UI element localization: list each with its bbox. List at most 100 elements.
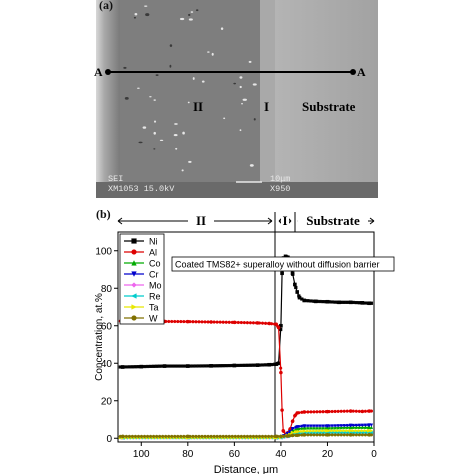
data-point-co [367, 425, 372, 430]
data-point-w [182, 434, 186, 438]
data-point-al [330, 409, 334, 414]
data-point-al [339, 409, 343, 413]
data-point-w [357, 433, 361, 437]
data-point-w [212, 434, 216, 438]
data-point-al [267, 321, 272, 326]
data-point-ni [173, 364, 177, 368]
data-point-al [242, 321, 246, 325]
data-point-w [318, 433, 322, 437]
data-point-w [224, 434, 228, 438]
data-point-w [200, 434, 204, 438]
legend-marker-w [131, 315, 137, 321]
sem-micrograph: (a) A A II I Substrate SEI XM1053 15.0kV… [94, 0, 378, 198]
sem-zone-ii-label: II [193, 99, 203, 114]
line-end-label: A [357, 65, 366, 79]
data-point-ni [133, 365, 138, 369]
data-point-w [120, 434, 125, 439]
data-point-al [318, 410, 322, 414]
data-point-cr [321, 424, 325, 428]
legend-marker-cr [131, 271, 137, 277]
data-point-w [325, 433, 330, 437]
legend-marker-co [131, 260, 137, 266]
data-point-co [333, 425, 337, 430]
data-point-co [360, 425, 365, 429]
data-point-cr [345, 423, 349, 428]
data-point-ta [302, 429, 307, 434]
data-point-ta [367, 428, 372, 433]
data-point-w [239, 434, 243, 438]
data-point-al [176, 319, 180, 324]
data-point-al [260, 321, 265, 325]
data-point-w [227, 434, 231, 438]
data-point-ni [203, 364, 207, 368]
data-point-ni [260, 363, 265, 367]
data-point-al [357, 409, 361, 413]
data-point-ni [294, 285, 298, 290]
data-point-al [306, 410, 310, 414]
data-point-al [345, 409, 349, 413]
sem-particle [153, 99, 156, 101]
data-point-ni [130, 365, 135, 369]
axes: 100 80 60 40 20 0 0 20 40 60 80 100 [95, 246, 377, 460]
data-point-al [197, 320, 201, 324]
data-point-co [315, 426, 319, 430]
data-point-al [312, 410, 316, 414]
sem-particle [239, 85, 242, 89]
data-point-co [321, 426, 325, 430]
data-point-ni [255, 363, 260, 367]
series-ni [118, 254, 374, 369]
bracket-gap-substrate [298, 211, 368, 229]
data-point-w [236, 434, 240, 438]
data-point-ni [142, 364, 147, 369]
data-point-al [315, 410, 319, 414]
data-point-al [239, 320, 243, 325]
data-point-cr [325, 424, 330, 429]
series-layer [118, 254, 374, 440]
data-point-ni [236, 363, 240, 368]
legend-label-ni: Ni [149, 237, 158, 247]
data-point-al [360, 409, 365, 414]
data-point-ta [315, 429, 319, 433]
data-point-ni [290, 271, 295, 276]
data-point-w [336, 433, 340, 437]
legend-label-w: W [149, 314, 158, 324]
data-point-ta [357, 429, 362, 433]
sem-zone-ii [120, 0, 260, 182]
data-point-co [363, 425, 368, 429]
data-point-al [170, 319, 174, 324]
zone-ii-label: II [196, 213, 206, 228]
data-point-co [339, 425, 343, 430]
data-point-cr [336, 424, 340, 428]
data-point-cr [348, 423, 353, 428]
data-point-ta [325, 428, 330, 433]
data-point-ni [209, 364, 213, 368]
data-point-w [270, 434, 274, 438]
data-point-w [127, 434, 132, 438]
data-point-ni [333, 300, 337, 304]
data-point-ta [348, 428, 353, 433]
data-point-ni [176, 364, 180, 368]
data-point-co [354, 425, 359, 429]
chart-title-box [171, 256, 395, 272]
sem-particle [133, 16, 137, 19]
data-point-w [254, 434, 259, 438]
data-point-ta [321, 429, 325, 433]
data-point-ni [200, 364, 204, 368]
data-point-w [245, 434, 249, 438]
data-point-al [342, 409, 346, 413]
series-al [118, 319, 374, 437]
legend-label-co: Co [149, 259, 161, 269]
data-point-co [330, 425, 334, 430]
data-point-ni [127, 365, 132, 369]
sem-particle [137, 87, 140, 89]
legend-marker-re [131, 293, 137, 299]
sem-particle [154, 120, 157, 123]
panel-a-label: (a) [99, 0, 113, 12]
data-point-cr [342, 424, 346, 428]
data-point-al [203, 320, 207, 324]
data-point-cr [357, 423, 362, 428]
sem-particles [123, 5, 257, 172]
data-point-cr [309, 424, 313, 428]
data-point-ni [124, 365, 128, 369]
